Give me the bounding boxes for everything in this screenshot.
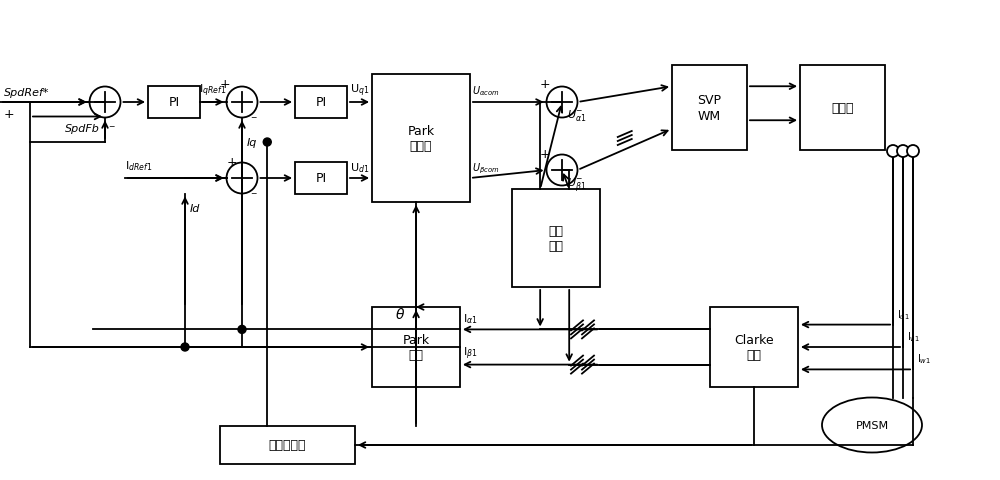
Text: I$_{dRef1}$: I$_{dRef1}$ bbox=[125, 159, 153, 173]
Bar bbox=[295, 163, 347, 194]
Bar bbox=[372, 75, 470, 203]
Text: I$_{\alpha 1}$: I$_{\alpha 1}$ bbox=[463, 312, 478, 326]
Text: SpdFb: SpdFb bbox=[65, 124, 100, 134]
Text: θ: θ bbox=[396, 307, 404, 321]
Text: +: + bbox=[540, 78, 550, 91]
Text: U$_{q1}$: U$_{q1}$ bbox=[350, 83, 369, 99]
Text: Id: Id bbox=[190, 204, 200, 214]
Text: Park
变换: Park 变换 bbox=[402, 333, 430, 361]
Bar bbox=[710, 307, 798, 387]
Text: I$_{\beta 1}$: I$_{\beta 1}$ bbox=[463, 345, 478, 361]
Text: U$_{\beta 1}^{-}$: U$_{\beta 1}^{-}$ bbox=[567, 176, 586, 193]
Text: 位置观测器: 位置观测器 bbox=[269, 439, 306, 452]
Text: 谐波
提取: 谐波 提取 bbox=[548, 225, 564, 252]
Text: SVP
WM: SVP WM bbox=[698, 94, 722, 122]
Text: +: + bbox=[220, 78, 230, 91]
Text: $^-$: $^-$ bbox=[249, 191, 258, 201]
Bar bbox=[220, 426, 355, 464]
Text: PI: PI bbox=[315, 172, 327, 185]
Circle shape bbox=[263, 139, 271, 147]
Circle shape bbox=[887, 146, 899, 157]
Text: Clarke
变换: Clarke 变换 bbox=[734, 333, 774, 361]
Text: Park
逆变换: Park 逆变换 bbox=[407, 125, 435, 153]
Ellipse shape bbox=[822, 397, 922, 453]
Text: U$_{\beta com}$: U$_{\beta com}$ bbox=[472, 161, 500, 176]
Text: U$_{\alpha 1}^{-}$: U$_{\alpha 1}^{-}$ bbox=[567, 108, 587, 123]
Bar bbox=[672, 66, 747, 151]
Text: PI: PI bbox=[168, 96, 180, 109]
Bar bbox=[148, 87, 200, 119]
Circle shape bbox=[238, 326, 246, 334]
Text: PI: PI bbox=[315, 96, 327, 109]
Text: 变频器: 变频器 bbox=[831, 102, 854, 115]
Circle shape bbox=[897, 146, 909, 157]
Bar bbox=[512, 190, 600, 288]
Circle shape bbox=[546, 155, 578, 186]
Circle shape bbox=[546, 87, 578, 118]
Text: $^-$: $^-$ bbox=[107, 124, 116, 134]
Text: +: + bbox=[4, 108, 15, 121]
Text: PMSM: PMSM bbox=[855, 420, 889, 430]
Text: I$_{w1}$: I$_{w1}$ bbox=[917, 352, 931, 366]
Text: SpdRef*: SpdRef* bbox=[4, 88, 50, 98]
Bar bbox=[372, 307, 460, 387]
Text: +: + bbox=[227, 156, 237, 168]
Text: U$_{\alpha com}$: U$_{\alpha com}$ bbox=[472, 84, 500, 98]
Text: I$_{qRef1}$: I$_{qRef1}$ bbox=[199, 83, 227, 99]
Circle shape bbox=[90, 87, 121, 118]
Circle shape bbox=[907, 146, 919, 157]
Bar bbox=[800, 66, 885, 151]
Text: $^-$: $^-$ bbox=[249, 115, 258, 125]
Text: +: + bbox=[540, 148, 550, 161]
Text: U$_{d1}$: U$_{d1}$ bbox=[350, 161, 369, 175]
Text: I$_{v1}$: I$_{v1}$ bbox=[907, 329, 920, 343]
Text: I$_{u1}$: I$_{u1}$ bbox=[897, 307, 910, 321]
Text: Iq: Iq bbox=[247, 138, 257, 148]
Circle shape bbox=[181, 343, 189, 351]
Circle shape bbox=[227, 87, 258, 118]
Circle shape bbox=[227, 163, 258, 194]
Bar bbox=[295, 87, 347, 119]
